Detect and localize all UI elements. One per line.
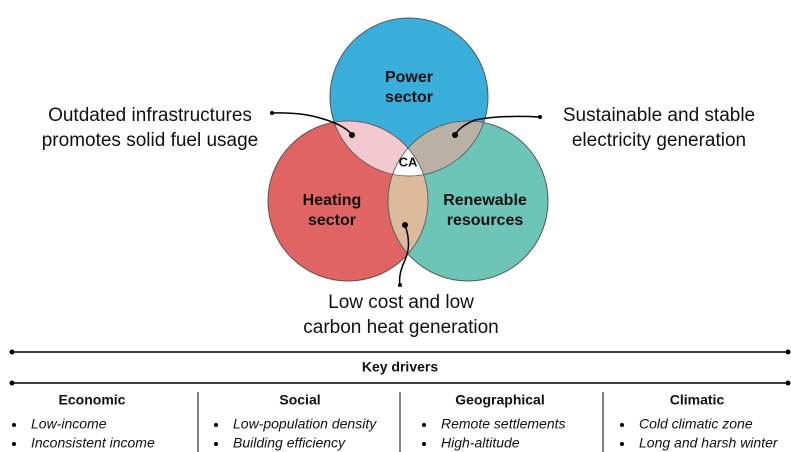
overlap-power-renewable [388,121,488,176]
column-header: Climatic [670,392,725,408]
set-label: Power [385,69,433,86]
set-label: Heating [303,192,362,209]
column-header: Geographical [455,392,544,408]
connector-dot [402,222,408,228]
connector [398,224,410,286]
connector-dot [452,132,458,138]
bullet [620,442,624,446]
connector [454,115,541,136]
set-label: resources [447,212,524,229]
driver-item: Building efficiency [233,435,346,451]
bullet [620,423,624,427]
annotation: carbon heat generation [303,317,498,338]
column-header: Economic [59,392,126,408]
annotation: Outdated infrastructures [48,105,252,126]
driver-item: Low-population density [233,416,377,432]
set-label: sector [385,89,433,106]
bullet [214,423,218,427]
driver-item: Remote settlements [441,416,566,432]
annotation: electricity generation [572,130,746,151]
column-header: Social [279,392,320,408]
connector [271,112,353,136]
annotation: promotes solid fuel usage [42,130,259,151]
driver-item: Cold climatic zone [639,416,753,432]
key-drivers: Key drivers [9,349,791,452]
driver-item: Low-income [31,416,107,432]
bullet [422,442,426,446]
center-label: CA [399,154,418,169]
bullet [12,442,16,446]
bullet [214,442,218,446]
bullet [12,423,16,427]
overlap-power-heating [330,121,428,176]
set-label: Renewable [443,192,527,209]
annotation: Low cost and low [328,292,474,313]
set-label: sector [308,212,356,229]
annotation: Sustainable and stable [563,105,755,126]
bullet [422,423,426,427]
driver-item: High-altitude [441,435,520,451]
connector-dot [349,132,355,138]
driver-item: Inconsistent income [31,435,155,451]
driver-item: Long and harsh winter [639,435,779,451]
venn: Power sector Heating sector Renewable re… [42,17,755,338]
key-drivers-title: Key drivers [362,359,438,375]
